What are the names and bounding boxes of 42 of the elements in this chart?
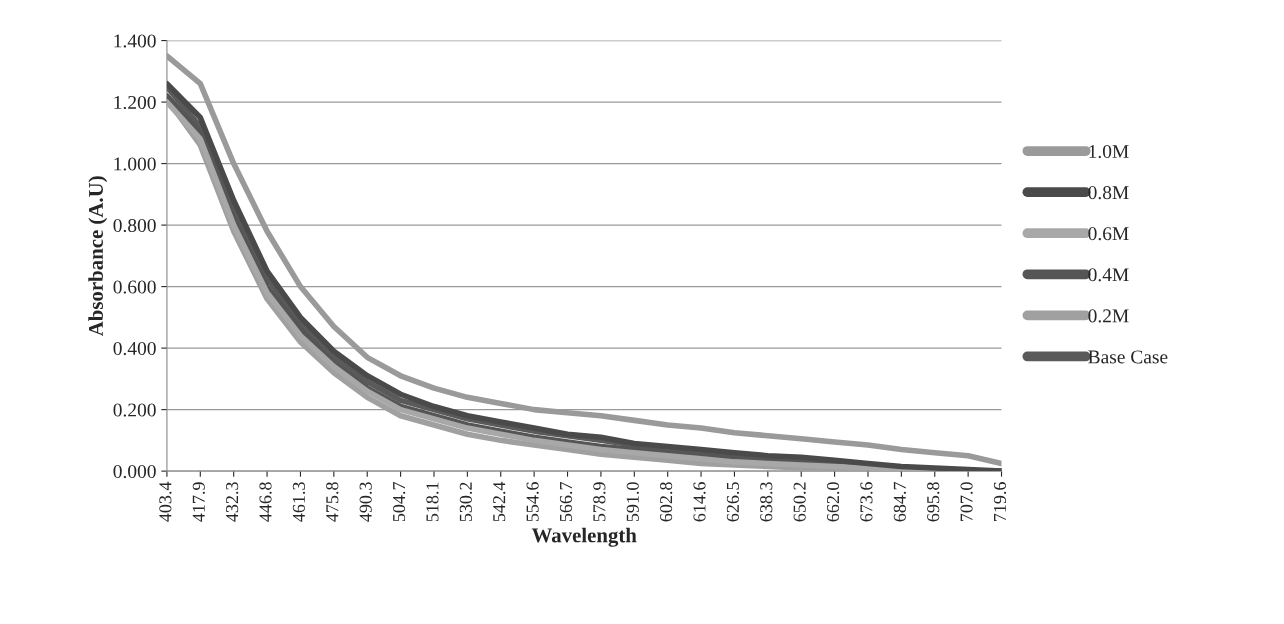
x-tick-label: 695.8 xyxy=(927,482,940,522)
legend-label: Base Case xyxy=(1088,350,1168,364)
legend-label: 1.0M xyxy=(1089,144,1129,159)
x-tick-label: 518.1 xyxy=(426,482,439,522)
x-tick-label: 504.7 xyxy=(392,482,406,522)
y-tick-label: 0.600 xyxy=(113,280,156,294)
x-tick-label: 490.3 xyxy=(359,482,372,522)
x-tick-label: 614.6 xyxy=(693,482,706,522)
x-tick-label: 650.2 xyxy=(793,482,806,522)
x-tick-label: 432.3 xyxy=(226,482,239,522)
y-tick-label: 0.000 xyxy=(113,464,156,479)
x-tick-label: 475.8 xyxy=(326,482,339,522)
y-tick-label: 1.400 xyxy=(114,34,156,48)
x-tick-label: 719.6 xyxy=(993,482,1007,521)
y-tick-label: 0.200 xyxy=(113,403,156,417)
x-tick-label: 638.3 xyxy=(760,482,773,522)
x-tick-label: 578.9 xyxy=(593,482,606,522)
x-tick-label: 530.2 xyxy=(459,482,472,522)
legend-label: 0.8M xyxy=(1088,186,1129,200)
y-tick-label: 1.000 xyxy=(114,157,156,171)
y-tick-label: 1.200 xyxy=(114,95,156,110)
x-tick-label: 461.3 xyxy=(292,482,306,522)
y-tick-label: 0.400 xyxy=(113,341,156,356)
x-axis-title: Wavelength xyxy=(531,527,637,547)
x-tick-label: 626.5 xyxy=(726,482,740,522)
x-tick-label: 566.7 xyxy=(559,482,573,522)
x-tick-label: 602.8 xyxy=(660,482,673,522)
x-tick-label: 446.8 xyxy=(259,482,272,522)
x-tick-label: 684.7 xyxy=(893,482,906,522)
y-tick-label: 0.800 xyxy=(113,218,156,233)
x-tick-label: 542.4 xyxy=(493,481,506,522)
legend-label: 0.6M xyxy=(1088,227,1129,241)
y-axis-title: Absorbance (A.U) xyxy=(88,176,108,337)
x-tick-label: 403.4 xyxy=(159,481,172,522)
x-tick-label: 591.0 xyxy=(626,482,639,522)
x-tick-label: 554.6 xyxy=(526,482,539,522)
legend-label: 0.2M xyxy=(1088,309,1129,323)
x-tick-label: 662.0 xyxy=(826,482,840,522)
x-tick-label: 417.9 xyxy=(192,482,205,522)
x-tick-label: 707.0 xyxy=(960,482,973,521)
x-tick-label: 673.6 xyxy=(860,482,873,522)
legend-label: 0.4M xyxy=(1088,268,1129,282)
